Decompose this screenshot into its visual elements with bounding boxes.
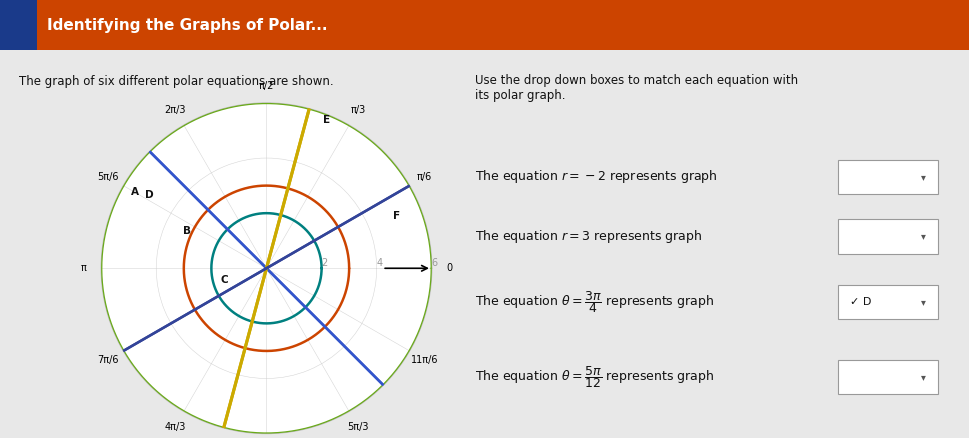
Text: F: F: [393, 211, 400, 221]
Text: The graph of six different polar equations are shown.: The graph of six different polar equatio…: [19, 74, 334, 88]
Text: ▾: ▾: [922, 231, 926, 241]
Text: B: B: [182, 226, 191, 236]
Text: The equation $\theta = \dfrac{5\pi}{12}$ represents graph: The equation $\theta = \dfrac{5\pi}{12}$…: [475, 364, 714, 390]
Text: The equation $r = 3$ represents graph: The equation $r = 3$ represents graph: [475, 228, 703, 245]
Text: ▾: ▾: [922, 297, 926, 307]
FancyBboxPatch shape: [838, 219, 938, 254]
Text: E: E: [323, 115, 329, 125]
Text: Identifying the Graphs of Polar...: Identifying the Graphs of Polar...: [47, 18, 327, 33]
Text: D: D: [145, 190, 154, 200]
Text: ✓ D: ✓ D: [850, 297, 871, 307]
Text: ▾: ▾: [922, 372, 926, 382]
Text: The equation $r = -2$ represents graph: The equation $r = -2$ represents graph: [475, 168, 718, 185]
Text: ▾: ▾: [922, 172, 926, 182]
Text: The equation $\theta = \dfrac{3\pi}{4}$ represents graph: The equation $\theta = \dfrac{3\pi}{4}$ …: [475, 289, 714, 315]
FancyBboxPatch shape: [838, 285, 938, 319]
FancyBboxPatch shape: [838, 159, 938, 194]
Text: A: A: [131, 187, 140, 198]
Bar: [0, 0, 37, 50]
Text: Use the drop down boxes to match each equation with
its polar graph.: Use the drop down boxes to match each eq…: [475, 74, 797, 102]
FancyBboxPatch shape: [838, 360, 938, 395]
Text: C: C: [220, 275, 228, 285]
